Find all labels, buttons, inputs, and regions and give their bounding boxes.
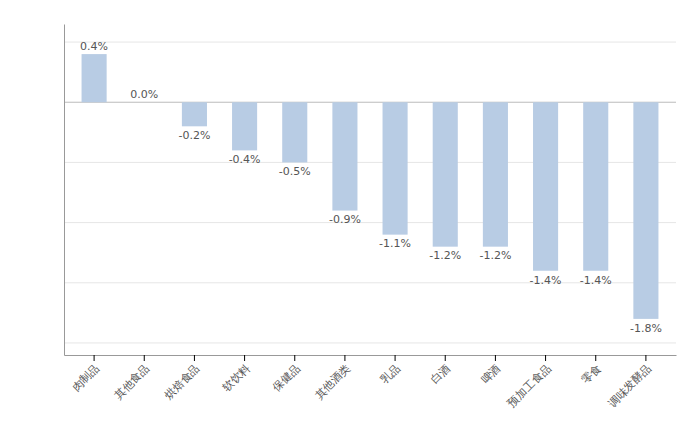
- bar: [433, 102, 458, 246]
- x-tick-label: 其他酒类: [312, 362, 352, 402]
- data-label: -0.2%: [178, 129, 210, 142]
- x-axis: 肉制品其他食品烘焙食品软饮料保健品其他酒类 乳品 白酒 啤酒预加工食品 零食调味发酵品: [65, 355, 677, 409]
- grid-line: [64, 42, 676, 43]
- bar: [483, 102, 508, 246]
- x-tick-label: 啤酒: [479, 362, 503, 386]
- bar: [633, 102, 658, 319]
- x-tick-label: 预加工食品: [505, 362, 552, 409]
- x-tick-group: 调味发酵品: [606, 355, 653, 409]
- bar: [232, 102, 257, 150]
- y-axis: [64, 25, 65, 356]
- x-axis-line: [65, 355, 677, 356]
- x-tick-group: 其他食品: [112, 355, 152, 401]
- x-tick-label: 烘焙食品: [162, 362, 202, 402]
- data-label: -0.9%: [329, 213, 361, 226]
- x-tick-label: 保健品: [270, 362, 302, 394]
- y-axis-line: [64, 25, 65, 356]
- x-tick: [645, 355, 646, 361]
- x-tick: [194, 355, 195, 361]
- grid: [64, 42, 676, 343]
- data-labels: 0.4% 0.0% -0.2% -0.4% -0.5% -0.9% -1.1% -1.2% -1…: [80, 40, 662, 335]
- x-tick-group: 白酒: [428, 355, 452, 386]
- bar: [182, 102, 207, 126]
- bar: [383, 102, 408, 234]
- x-tick: [395, 355, 396, 361]
- bar: [332, 102, 357, 210]
- data-label: -0.5%: [279, 165, 311, 178]
- x-tick-label: 零食: [579, 362, 603, 386]
- x-tick: [445, 355, 446, 361]
- data-label: -1.2%: [479, 249, 511, 262]
- x-tick-group: 预加工食品: [505, 355, 552, 409]
- data-label: -1.1%: [379, 237, 411, 250]
- data-label: -1.8%: [630, 322, 662, 335]
- x-tick-label: 软饮料: [220, 362, 252, 394]
- bar: [132, 102, 157, 103]
- x-tick-group: 软饮料: [220, 355, 252, 394]
- x-tick-label: 调味发酵品: [606, 362, 653, 409]
- x-tick-label: 白酒: [428, 362, 452, 386]
- x-tick-group: 烘焙食品: [162, 355, 202, 401]
- x-tick-label: 其他食品: [112, 362, 152, 402]
- chart: 肉制品其他食品烘焙食品软饮料保健品其他酒类 乳品 白酒 啤酒预加工食品 零食调味发酵品 0…: [0, 0, 700, 447]
- x-tick: [244, 355, 245, 361]
- bar: [583, 102, 608, 271]
- x-tick: [545, 355, 546, 361]
- data-label: 0.4%: [80, 40, 108, 53]
- x-tick-label: 乳品: [378, 362, 402, 386]
- bars: [82, 54, 659, 319]
- grid-line: [64, 342, 676, 343]
- x-tick-label: 肉制品: [69, 362, 101, 394]
- x-tick-group: 其他酒类: [312, 355, 352, 401]
- bar: [282, 102, 307, 162]
- bar: [533, 102, 558, 271]
- x-tick: [595, 355, 596, 361]
- x-tick: [495, 355, 496, 361]
- bar: [82, 54, 107, 102]
- x-tick-group: 零食: [579, 355, 603, 386]
- x-tick: [144, 355, 145, 361]
- x-tick: [294, 355, 295, 361]
- data-label: 0.0%: [130, 88, 158, 101]
- x-tick-group: 乳品: [378, 355, 402, 386]
- x-tick-group: 保健品: [270, 355, 302, 394]
- data-label: -1.2%: [429, 249, 461, 262]
- x-tick-group: 啤酒: [479, 355, 503, 386]
- data-label: -0.4%: [229, 153, 261, 166]
- data-label: -1.4%: [580, 274, 612, 287]
- x-tick: [94, 355, 95, 361]
- x-tick-group: 肉制品: [69, 355, 101, 394]
- data-label: -1.4%: [530, 274, 562, 287]
- x-tick: [344, 355, 345, 361]
